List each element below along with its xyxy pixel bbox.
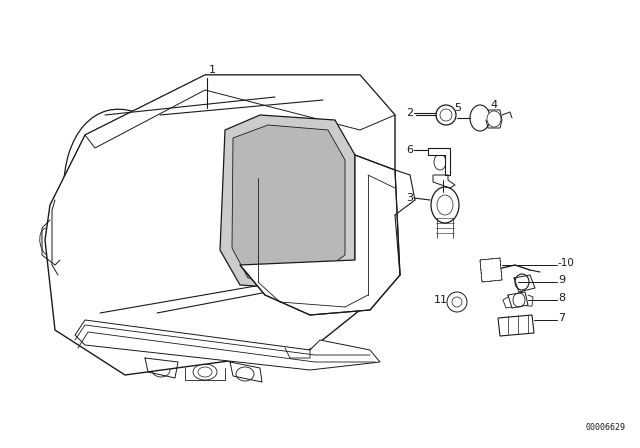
Ellipse shape [487, 111, 501, 127]
Ellipse shape [515, 274, 529, 290]
Text: 5: 5 [454, 103, 461, 113]
Ellipse shape [236, 367, 254, 381]
Text: 11: 11 [434, 295, 448, 305]
Ellipse shape [198, 367, 212, 377]
Text: 7: 7 [558, 313, 565, 323]
Ellipse shape [152, 363, 170, 377]
Text: 4: 4 [490, 100, 497, 110]
Text: 6: 6 [406, 145, 413, 155]
Ellipse shape [193, 364, 217, 380]
Ellipse shape [40, 228, 56, 256]
Polygon shape [232, 125, 345, 282]
Text: 8: 8 [558, 293, 565, 303]
Ellipse shape [513, 293, 525, 307]
Text: -10: -10 [558, 258, 575, 268]
Polygon shape [85, 75, 395, 148]
Text: 2: 2 [406, 108, 413, 118]
Ellipse shape [431, 187, 459, 223]
Ellipse shape [434, 154, 446, 170]
Text: 1: 1 [209, 65, 216, 75]
Text: 9: 9 [558, 275, 565, 285]
Ellipse shape [470, 105, 490, 131]
Polygon shape [498, 315, 534, 336]
Polygon shape [75, 320, 380, 370]
Ellipse shape [447, 292, 467, 312]
Text: 00006629: 00006629 [585, 423, 625, 432]
Ellipse shape [436, 105, 456, 125]
Polygon shape [428, 148, 450, 175]
Ellipse shape [440, 109, 452, 121]
Ellipse shape [520, 322, 526, 328]
Ellipse shape [230, 92, 360, 292]
Ellipse shape [437, 195, 453, 215]
Ellipse shape [510, 322, 516, 328]
Ellipse shape [63, 109, 206, 321]
Ellipse shape [290, 347, 306, 359]
Polygon shape [240, 155, 400, 315]
Polygon shape [220, 115, 355, 290]
Ellipse shape [452, 297, 462, 307]
Ellipse shape [500, 322, 506, 328]
Text: 3: 3 [406, 193, 413, 203]
Polygon shape [45, 75, 395, 375]
